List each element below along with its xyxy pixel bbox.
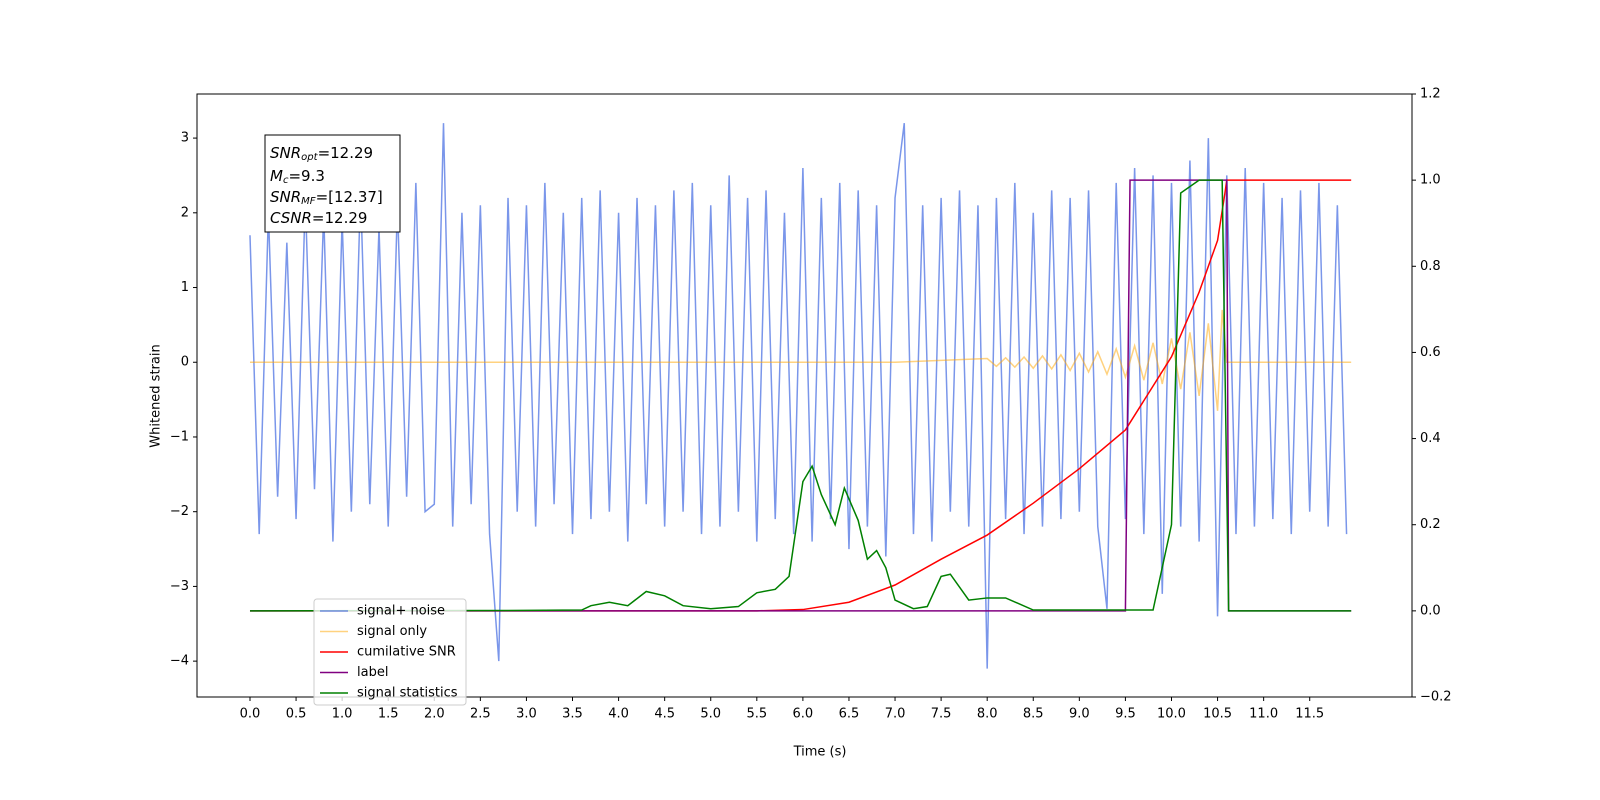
annotation-value: =9.3	[288, 167, 324, 185]
x-tick-label: 7.0	[885, 707, 906, 722]
x-tick-label: 11.0	[1249, 707, 1278, 722]
legend-label: cumilative SNR	[357, 645, 456, 660]
x-tick-label: 10.5	[1203, 707, 1232, 722]
x-tick-label: 5.5	[746, 707, 767, 722]
annotation-symbol: SNR	[270, 188, 301, 206]
annotation-text: CSNR=12.29	[270, 209, 367, 227]
annotation-value: =12.29	[318, 144, 374, 162]
legend-label: signal statistics	[357, 686, 458, 701]
x-tick-label: 6.5	[839, 707, 860, 722]
y-tick-label: 2	[181, 205, 189, 220]
x-tick-label: 8.5	[1023, 707, 1044, 722]
annotation-subscript: opt	[301, 152, 318, 163]
x-tick-label: 9.0	[1069, 707, 1090, 722]
y2-tick-label: 0.6	[1420, 345, 1441, 360]
x-axis-label: Time (s)	[793, 745, 847, 760]
y2-tick-label: 0.8	[1420, 259, 1441, 274]
x-tick-label: 6.0	[793, 707, 814, 722]
annotation-text: SNRMF=[12.37]	[270, 188, 383, 208]
annotation-symbol: CSNR	[270, 209, 312, 227]
y-tick-label: 3	[181, 131, 189, 146]
annotation-box	[264, 134, 401, 233]
series-line	[249, 179, 1352, 612]
annotation-text: SNRopt=12.29	[270, 144, 373, 164]
x-tick-label: 1.0	[332, 707, 353, 722]
annotation-subscript: MF	[301, 196, 316, 207]
x-tick-label: 4.0	[608, 707, 629, 722]
y-tick-label: 0	[181, 355, 189, 370]
x-tick-label: 5.0	[700, 707, 721, 722]
y2-tick-label: 1.2	[1420, 87, 1441, 102]
annotation-symbol: SNR	[270, 144, 301, 162]
x-tick-label: 11.5	[1295, 707, 1324, 722]
x-tick-label: 2.5	[470, 707, 491, 722]
y2-tick-label: −0.2	[1420, 690, 1452, 705]
y-tick-label: 1	[181, 280, 189, 295]
y2-tick-label: 1.0	[1420, 173, 1441, 188]
y2-tick-label: 0.4	[1420, 431, 1441, 446]
x-tick-label: 7.5	[931, 707, 952, 722]
x-tick-label: 1.5	[378, 707, 399, 722]
legend-label: signal only	[357, 624, 427, 639]
x-tick-label: 0.5	[286, 707, 307, 722]
y-tick-label: −2	[170, 504, 189, 519]
legend-label: label	[357, 665, 388, 680]
series-line	[249, 123, 1348, 669]
x-tick-label: 3.0	[516, 707, 537, 722]
y2-tick-label: 0.2	[1420, 517, 1441, 532]
y2-tick-label: 0.0	[1420, 603, 1441, 618]
x-tick-label: 3.5	[562, 707, 583, 722]
plot-frame	[196, 93, 1413, 698]
x-tick-label: 0.0	[240, 707, 261, 722]
series-line	[249, 309, 1352, 411]
x-tick-label: 4.5	[654, 707, 675, 722]
y-tick-label: −4	[170, 654, 189, 669]
annotation-value: =[12.37]	[316, 188, 383, 206]
annotation-symbol: M	[270, 167, 283, 185]
x-tick-label: 10.0	[1157, 707, 1186, 722]
x-tick-label: 8.0	[977, 707, 998, 722]
y-tick-label: −1	[170, 429, 189, 444]
annotation-value: =12.29	[312, 209, 368, 227]
legend-label: signal+ noise	[357, 604, 445, 619]
y-axis-label: Whitened strain	[149, 344, 164, 447]
legend-box	[313, 598, 467, 706]
x-tick-label: 9.5	[1115, 707, 1136, 722]
annotation-text: Mc=9.3	[270, 167, 325, 187]
series-line	[249, 179, 1352, 612]
x-tick-label: 2.0	[424, 707, 445, 722]
annotation-subscript: c	[283, 175, 289, 186]
y-tick-label: −3	[170, 579, 189, 594]
